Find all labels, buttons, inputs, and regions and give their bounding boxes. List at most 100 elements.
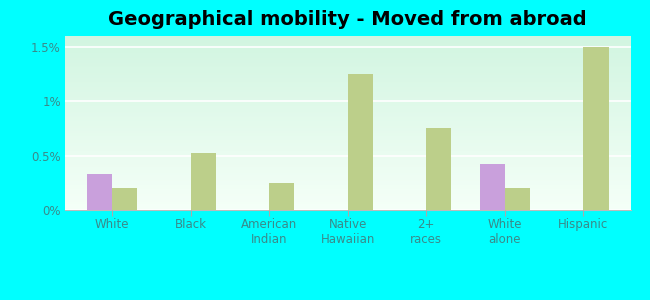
Bar: [65, 85, 630, 86]
Bar: [65, 133, 630, 134]
Bar: [65, 137, 630, 138]
Bar: [65, 80, 630, 81]
Bar: [65, 118, 630, 119]
Bar: [112, 188, 137, 210]
Bar: [65, 191, 630, 192]
Bar: [65, 82, 630, 83]
Bar: [65, 114, 630, 115]
Bar: [65, 130, 630, 131]
Title: Geographical mobility - Moved from abroad: Geographical mobility - Moved from abroa…: [109, 10, 587, 29]
Bar: [65, 177, 630, 178]
Bar: [65, 111, 630, 112]
Bar: [65, 79, 630, 80]
Bar: [65, 95, 630, 96]
Bar: [65, 44, 630, 45]
Bar: [65, 84, 630, 85]
Bar: [190, 154, 216, 210]
Bar: [65, 146, 630, 147]
Bar: [65, 108, 630, 109]
Bar: [65, 88, 630, 89]
Bar: [65, 206, 630, 207]
Bar: [65, 193, 630, 194]
Bar: [480, 164, 505, 210]
Bar: [65, 75, 630, 76]
Bar: [65, 37, 630, 38]
Bar: [65, 61, 630, 62]
Bar: [65, 68, 630, 69]
Bar: [65, 187, 630, 188]
Bar: [65, 171, 630, 172]
Bar: [65, 179, 630, 180]
Bar: [65, 74, 630, 75]
Bar: [65, 131, 630, 132]
Bar: [65, 106, 630, 107]
Bar: [65, 47, 630, 48]
Bar: [65, 122, 630, 123]
Bar: [65, 107, 630, 108]
Bar: [65, 141, 630, 142]
Bar: [65, 57, 630, 58]
Bar: [65, 150, 630, 151]
Bar: [65, 86, 630, 87]
Bar: [65, 36, 630, 37]
Bar: [65, 174, 630, 175]
Bar: [65, 93, 630, 94]
Bar: [65, 60, 630, 61]
Bar: [65, 157, 630, 158]
Bar: [65, 73, 630, 74]
Bar: [65, 116, 630, 117]
Bar: [65, 188, 630, 189]
Bar: [65, 100, 630, 101]
Bar: [65, 186, 630, 187]
Bar: [65, 200, 630, 201]
Bar: [65, 152, 630, 153]
Bar: [65, 90, 630, 91]
Bar: [65, 151, 630, 152]
Bar: [65, 190, 630, 191]
Bar: [65, 52, 630, 53]
Bar: [65, 65, 630, 66]
Bar: [65, 104, 630, 105]
Bar: [65, 138, 630, 139]
Bar: [65, 163, 630, 164]
Bar: [65, 63, 630, 64]
Bar: [65, 204, 630, 205]
Bar: [65, 50, 630, 51]
Bar: [65, 196, 630, 197]
Bar: [65, 59, 630, 60]
Bar: [65, 77, 630, 78]
Bar: [65, 124, 630, 125]
Bar: [65, 140, 630, 141]
Bar: [65, 132, 630, 133]
Bar: [65, 195, 630, 196]
Bar: [65, 91, 630, 92]
Bar: [65, 156, 630, 157]
Bar: [65, 99, 630, 100]
Bar: [65, 183, 630, 184]
Bar: [65, 161, 630, 162]
Bar: [65, 158, 630, 159]
Bar: [65, 117, 630, 118]
Bar: [65, 121, 630, 122]
Bar: [65, 85, 630, 86]
Bar: [65, 100, 630, 101]
Bar: [65, 78, 630, 79]
Bar: [65, 72, 630, 73]
Bar: [65, 51, 630, 52]
Bar: [65, 159, 630, 160]
Bar: [65, 67, 630, 68]
Bar: [65, 167, 630, 168]
Bar: [65, 48, 630, 49]
Bar: [65, 123, 630, 124]
Bar: [65, 97, 630, 98]
Bar: [348, 74, 373, 210]
Bar: [65, 182, 630, 183]
Bar: [65, 115, 630, 116]
Bar: [65, 164, 630, 165]
Bar: [65, 96, 630, 97]
Bar: [65, 169, 630, 170]
Bar: [65, 53, 630, 54]
Bar: [65, 40, 630, 41]
Bar: [65, 127, 630, 128]
Bar: [65, 135, 630, 136]
